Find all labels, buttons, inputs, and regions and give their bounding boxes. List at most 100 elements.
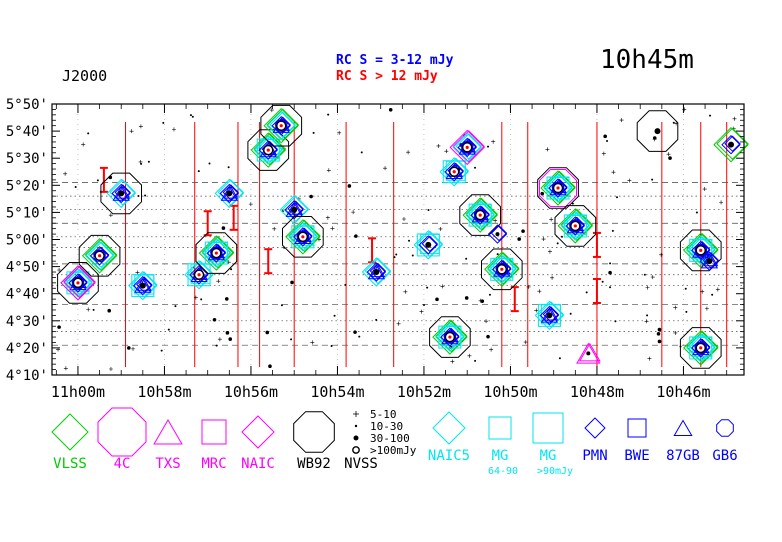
x-tick-label: 10h46m [656, 383, 710, 401]
radio-source [78, 234, 121, 277]
pmn-symbol [444, 162, 464, 182]
vlss-symbol [465, 197, 498, 231]
nvss-faint [193, 295, 198, 300]
nvss-faint [265, 330, 270, 335]
nvss-faint [347, 184, 352, 188]
nvss-faint [354, 234, 358, 238]
nvss-faint [162, 121, 165, 124]
bwe-legend-symbol [627, 418, 647, 438]
nvss-faint [488, 293, 491, 296]
nvss-faint [673, 305, 678, 310]
nvss-faint [228, 337, 233, 341]
nvss-faint [558, 357, 561, 360]
nvss-faint [609, 262, 612, 265]
plot-area [52, 104, 749, 375]
nvss-faint [657, 327, 662, 332]
nvss-faint [545, 147, 550, 152]
nvss-faint [395, 253, 398, 256]
nvss-marker [495, 232, 500, 237]
epoch-label: J2000 [62, 67, 107, 85]
nvss-faint [541, 237, 546, 242]
naic5-symbol [560, 211, 591, 241]
nvss-faint [63, 171, 68, 176]
axes: 5°50' 5°40' 5°30' 5°20' 5°10' 5°00' 4°50' 4°40'… [6, 97, 745, 401]
naic5-symbol [214, 178, 245, 209]
y-tick-label: 5°10' [6, 205, 48, 221]
nvss-key-dot [354, 424, 358, 428]
radio-source [487, 224, 508, 244]
nvss-center [214, 251, 218, 255]
nvss-faint [337, 130, 342, 135]
wb92-symbol [537, 167, 579, 209]
radio-source [100, 172, 142, 215]
nvss-faint [388, 107, 393, 112]
naic5-symbol [269, 111, 296, 138]
vlss-symbol [686, 233, 719, 266]
radio-source [576, 342, 601, 364]
nvss-center [452, 170, 456, 174]
radio-source [195, 232, 238, 274]
nvss-faint [619, 118, 624, 123]
wb92-symbol [481, 248, 523, 291]
legend-rc-red: RC S > 12 mJy [336, 69, 438, 84]
nvss-faint [290, 280, 294, 285]
naic5-symbol [543, 173, 573, 203]
nvss-faint [144, 194, 147, 197]
nvss-faint [200, 298, 203, 301]
nvss-key-dot [353, 435, 359, 441]
pmn-symbol [418, 235, 439, 255]
nvss-faint [268, 364, 272, 369]
nvss-key-label: 10-30 [370, 420, 403, 433]
naic5-symbol [217, 179, 245, 206]
pmn-symbol [539, 305, 560, 326]
nvss-faint [353, 330, 357, 334]
x-tick-label: 10h54m [310, 383, 364, 401]
nvss-faint [465, 257, 468, 260]
nvss-faint [534, 308, 539, 313]
nvss-center [448, 335, 452, 339]
nvss-faint [549, 217, 554, 222]
nvss-marker [546, 312, 553, 319]
nvss-faint [280, 304, 283, 307]
nvss-faint [248, 202, 253, 207]
radio-source [554, 205, 597, 247]
nvss-faint [208, 162, 211, 165]
nvss-faint [611, 229, 614, 232]
y-tick-label: 4°20' [6, 341, 48, 357]
nvss-faint [569, 312, 572, 315]
87gb-symbol [220, 185, 238, 201]
radio-source [128, 270, 158, 301]
plot-frame [51, 103, 745, 376]
nvss-faint [383, 166, 388, 171]
vlss-symbol [435, 319, 468, 353]
nvss-faint [480, 299, 485, 303]
nvss-center [76, 281, 80, 285]
nvss-center [699, 346, 703, 350]
nvss-center [301, 235, 305, 239]
y-tick-label: 5°50' [6, 97, 48, 113]
legend-label: GB6 [712, 448, 737, 464]
nvss-faint [147, 160, 150, 163]
wb92-symbol [429, 316, 471, 358]
87gb-symbol [700, 253, 719, 269]
nvss-key-ring [352, 446, 360, 454]
wb92-symbol [459, 194, 501, 236]
wb92-symbol [636, 110, 679, 152]
pmn-symbol [699, 251, 720, 271]
naic5-symbol [66, 268, 93, 296]
nvss-faint [216, 279, 221, 284]
nvss-faint [571, 202, 574, 205]
nvss-faint [493, 218, 498, 223]
nvss-key-label: 30-100 [370, 432, 410, 445]
naic5-symbol [282, 195, 309, 222]
legend-label: PMN [582, 448, 607, 464]
naic5-symbol [184, 259, 214, 290]
nvss-faint [464, 296, 469, 300]
nvss-faint [715, 287, 720, 292]
4c-legend-symbol [97, 407, 147, 457]
nvss-faint [227, 166, 230, 169]
wb92-symbol [57, 262, 99, 304]
nvss-faint [436, 143, 441, 148]
vlss-symbol [81, 238, 118, 274]
nvss-faint [396, 321, 401, 326]
